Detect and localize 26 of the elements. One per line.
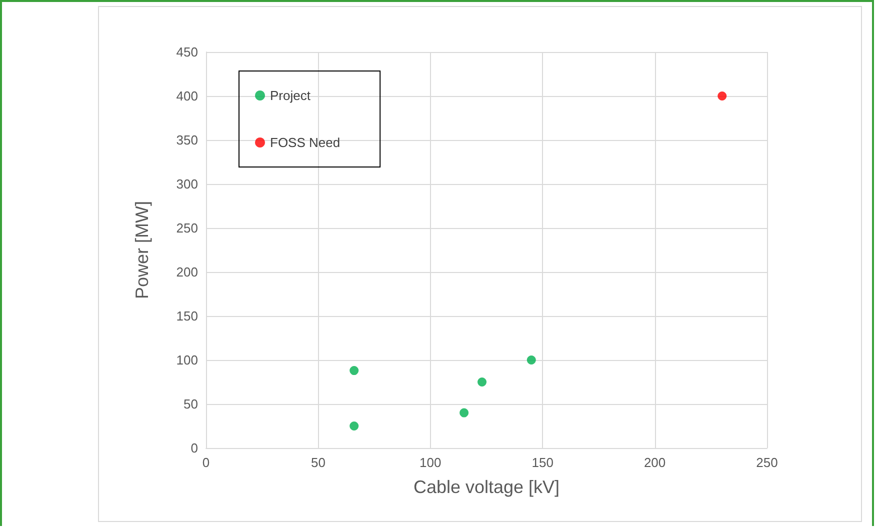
point: [718, 92, 727, 100]
y-tick-label: 150: [176, 308, 198, 324]
y-tick-label: 400: [176, 88, 198, 104]
y-tick-label: 250: [176, 220, 198, 236]
y-tick-label: 300: [176, 176, 198, 192]
point: [350, 366, 359, 376]
point: [460, 408, 469, 418]
x-tick-label: 250: [756, 455, 778, 470]
x-axis-title: Cable voltage [kV]: [413, 477, 560, 497]
y-tick-label: 0: [190, 440, 198, 456]
legend-label: FOSS Need: [270, 135, 340, 150]
y-tick-label: 200: [176, 264, 198, 280]
y-tick-label: 100: [176, 352, 198, 368]
point: [526, 356, 536, 364]
y-tick-label: 450: [176, 44, 198, 60]
x-tick-label: 50: [310, 455, 326, 470]
y-tick-label: 350: [176, 132, 198, 148]
y-tick-label: 50: [184, 396, 198, 412]
point: [350, 422, 359, 430]
legend-label: Project: [270, 88, 311, 103]
x-tick-label: 0: [202, 455, 210, 470]
x-tick-label: 100: [420, 455, 442, 470]
x-tick-label: 200: [644, 455, 666, 470]
x-tick-label: 150: [532, 455, 554, 470]
point: [478, 378, 487, 386]
y-axis-title: Power [MW]: [132, 200, 152, 300]
